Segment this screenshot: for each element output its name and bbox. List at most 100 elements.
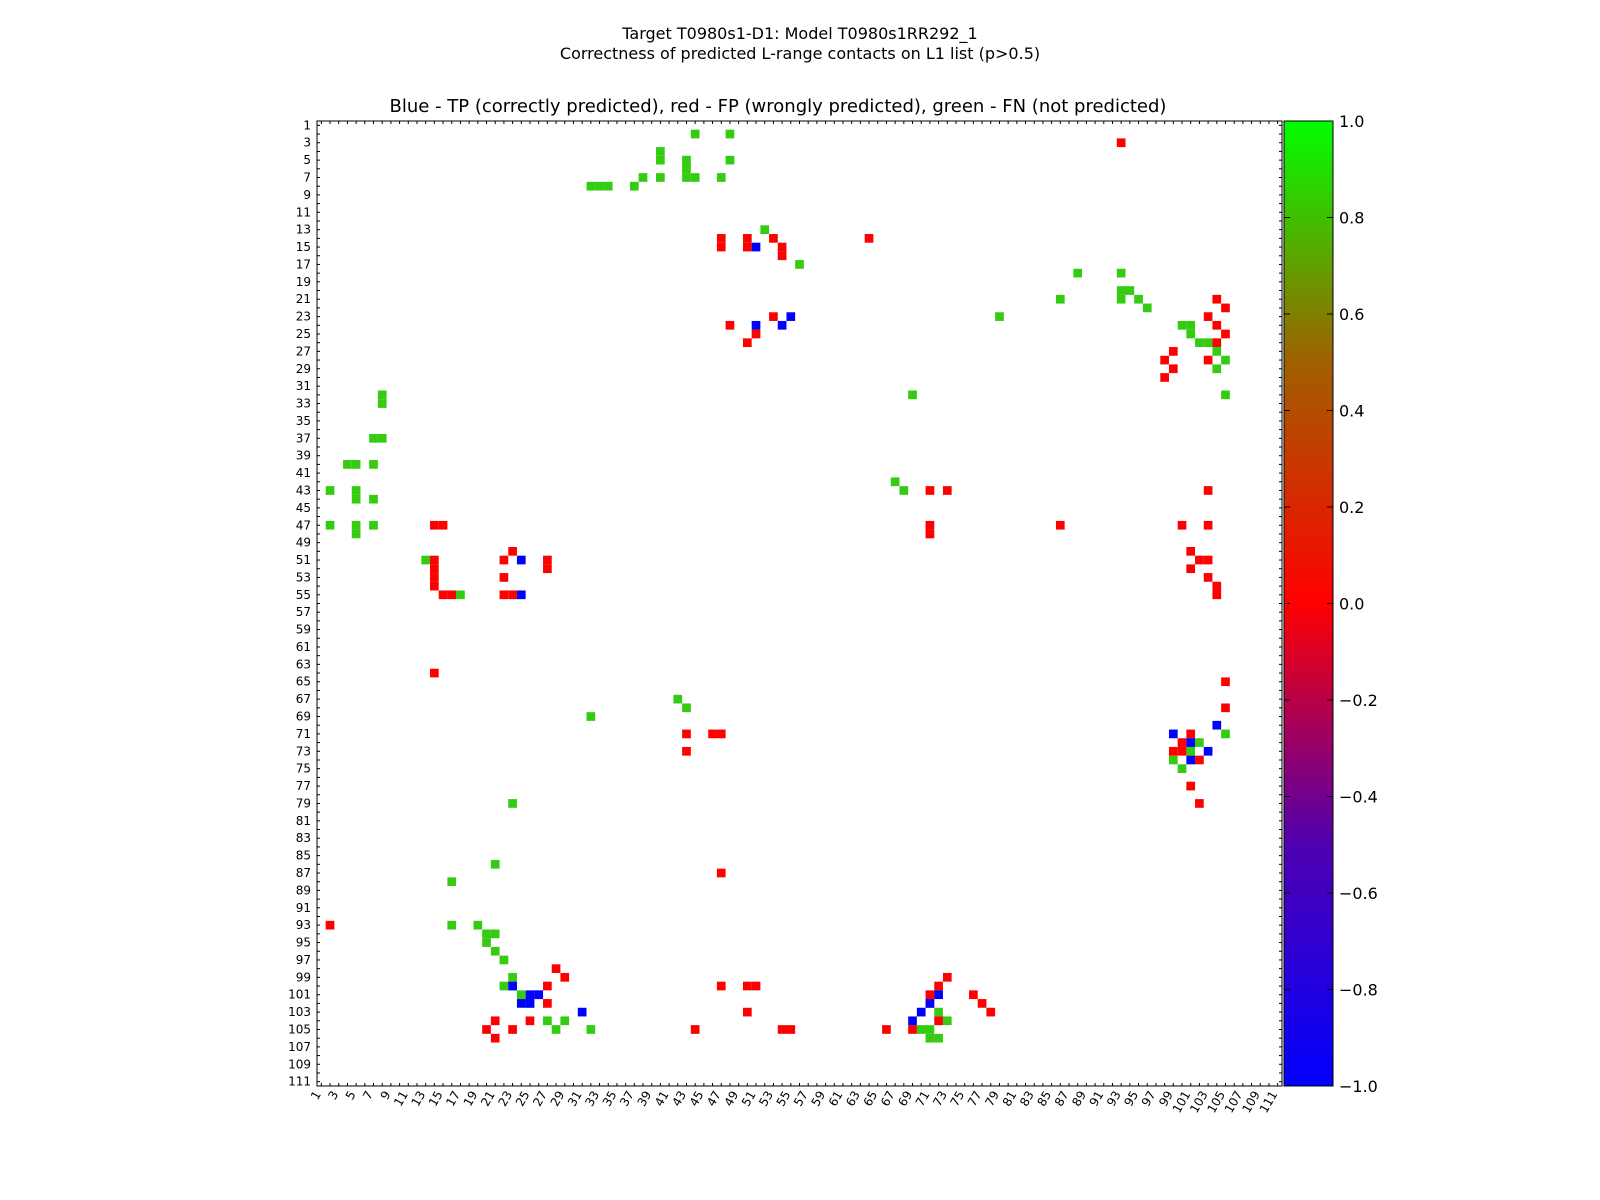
contact-cell-fn [1212, 364, 1222, 374]
contact-cell-fp [438, 520, 448, 530]
contact-cell-fp [490, 1016, 500, 1026]
contact-cell-fn [795, 260, 804, 269]
colorbar [1283, 120, 1334, 1087]
contact-cell-fp [786, 1025, 796, 1034]
contact-cell-fp [690, 1025, 700, 1034]
contact-cell-fp [490, 1033, 500, 1043]
contact-cell-fp [1221, 329, 1230, 339]
y-tick-label: 97 [296, 953, 311, 967]
contact-cell-fp [325, 920, 335, 930]
x-tick-label: 37 [617, 1089, 637, 1109]
contact-cell-fn [1073, 268, 1083, 278]
x-tick-label: 1 [308, 1089, 324, 1103]
x-tick-label: 71 [913, 1089, 933, 1109]
contact-cell-fp [543, 555, 552, 565]
contact-cell-fp [438, 590, 448, 600]
contact-cell-fn [916, 1025, 926, 1034]
contact-cell-fn [543, 1016, 552, 1026]
y-tick-label: 67 [296, 692, 311, 706]
y-tick-label: 25 [296, 327, 311, 341]
contact-cell-fn [377, 390, 387, 400]
y-tick-label: 45 [296, 501, 311, 515]
y-tick-label: 57 [296, 605, 311, 619]
y-tick-label: 55 [296, 588, 311, 602]
contact-cell-fn [725, 155, 735, 165]
contact-cell-fp [1055, 520, 1065, 530]
contact-cell-fp [1212, 320, 1222, 330]
contact-cell-fn [656, 173, 665, 182]
contact-cell-fn [1212, 347, 1222, 356]
x-tick-label: 85 [1034, 1089, 1054, 1109]
x-tick-label: 41 [652, 1089, 672, 1109]
contact-cell-fp [777, 251, 787, 261]
x-tick-label: 43 [669, 1089, 689, 1109]
contact-cell-fn [638, 173, 648, 182]
x-tick-label: 19 [461, 1089, 481, 1109]
x-tick-label: 33 [582, 1089, 602, 1109]
contact-cell-fp [543, 564, 552, 574]
y-tick-label: 43 [296, 483, 311, 497]
colorbar-tick-label: −1.0 [1339, 1077, 1378, 1096]
contact-cell-tp [777, 320, 787, 330]
x-tick-label: 23 [495, 1089, 515, 1109]
contact-cell-fn [551, 1025, 561, 1034]
x-tick-label: 5 [343, 1089, 359, 1103]
y-tick-label: 105 [288, 1022, 311, 1036]
contact-cell-fp [1186, 781, 1196, 791]
contact-cell-fp [725, 320, 735, 330]
x-tick-label: 11 [391, 1089, 411, 1109]
contact-cell-tp [534, 990, 544, 1000]
contact-cell-fp [925, 486, 935, 495]
contact-cell-fn [716, 173, 726, 182]
contact-cell-fp [769, 312, 778, 321]
contact-cell-fn [351, 529, 361, 539]
contact-cell-tp [934, 990, 943, 1000]
contact-cell-fp [864, 234, 874, 243]
contact-cell-tp [1168, 729, 1178, 739]
contact-cell-fp [934, 1016, 943, 1026]
contact-cell-fp [716, 729, 726, 739]
contact-cell-fn [603, 181, 613, 191]
y-tick-label: 5 [303, 153, 311, 167]
contact-cell-fp [508, 1025, 517, 1034]
contact-cell-fp [742, 242, 752, 252]
contact-cell-fn [490, 929, 500, 939]
contact-cell-tp [516, 590, 526, 600]
contact-cell-fn [586, 1025, 596, 1034]
contact-cell-fn [1142, 303, 1152, 313]
contact-cell-fn [1168, 755, 1178, 765]
contact-cell-fn [1125, 286, 1135, 295]
x-tick-label: 67 [878, 1089, 898, 1109]
x-tick-label: 53 [756, 1089, 776, 1109]
contact-cell-fp [1212, 338, 1222, 348]
contact-cell-tp [516, 555, 526, 565]
contact-cell-fp [1168, 364, 1178, 374]
y-tick-label: 99 [296, 970, 311, 984]
x-tick-label: 75 [948, 1089, 968, 1109]
contact-cell-fn [690, 173, 700, 182]
contact-cell-fp [430, 564, 439, 574]
y-tick-label: 59 [296, 623, 311, 637]
contact-cell-tp [525, 990, 535, 1000]
contact-cell-fp [447, 590, 457, 600]
contact-cell-fp [1221, 677, 1230, 687]
y-tick-label: 65 [296, 675, 311, 689]
contact-cell-fn [499, 981, 509, 991]
contact-cell-tp [916, 1007, 926, 1017]
contact-cell-fn [890, 477, 900, 487]
contact-cell-fn [629, 181, 639, 191]
contact-cell-tp [1186, 738, 1196, 747]
contact-cell-fp [682, 746, 691, 756]
contact-cell-fn [1134, 294, 1143, 304]
contact-cell-tp [1203, 746, 1213, 756]
contact-cell-fn [682, 173, 691, 182]
colorbar-tick-label: −0.8 [1339, 981, 1378, 1000]
contact-cell-fn [586, 181, 596, 191]
x-tick-label: 89 [1069, 1089, 1089, 1109]
y-tick-label: 13 [296, 223, 311, 237]
contact-cell-fp [1186, 729, 1196, 739]
x-tick-label: 61 [826, 1089, 846, 1109]
contact-cell-fn [1177, 320, 1187, 330]
contact-cell-fp [716, 981, 726, 991]
y-tick-label: 89 [296, 883, 311, 897]
